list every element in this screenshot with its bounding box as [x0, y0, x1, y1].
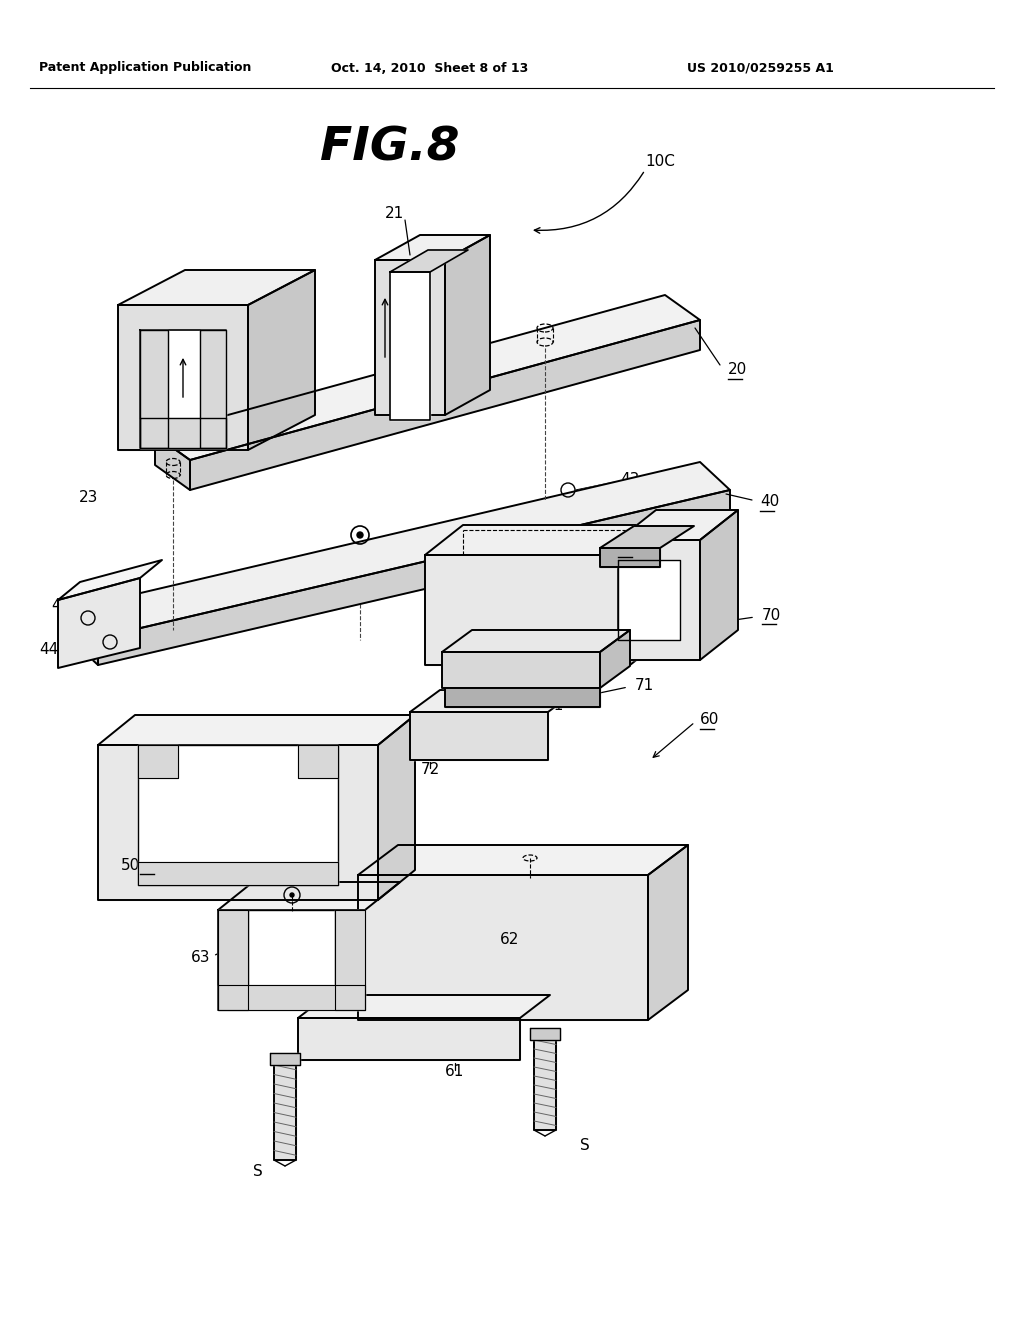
Polygon shape: [358, 845, 688, 875]
Text: 23: 23: [600, 363, 620, 378]
Text: Patent Application Publication: Patent Application Publication: [39, 62, 251, 74]
Polygon shape: [648, 845, 688, 1020]
Text: 10C: 10C: [645, 154, 675, 169]
Polygon shape: [68, 462, 730, 638]
Polygon shape: [298, 1018, 520, 1060]
Text: S: S: [580, 1138, 590, 1152]
Polygon shape: [298, 995, 550, 1018]
Polygon shape: [98, 715, 415, 744]
Text: 61: 61: [445, 1064, 465, 1080]
Polygon shape: [68, 610, 98, 665]
Text: 23: 23: [79, 491, 98, 506]
Polygon shape: [375, 260, 445, 414]
Polygon shape: [138, 744, 178, 777]
Polygon shape: [335, 909, 365, 1010]
Text: 40: 40: [760, 495, 779, 510]
Text: 73: 73: [672, 531, 691, 545]
Text: 50: 50: [121, 858, 140, 873]
Text: 21: 21: [385, 206, 404, 220]
Polygon shape: [618, 540, 700, 660]
Polygon shape: [390, 249, 468, 272]
Polygon shape: [600, 630, 630, 688]
Polygon shape: [155, 436, 190, 490]
Text: 72: 72: [421, 763, 439, 777]
Polygon shape: [58, 578, 140, 668]
Polygon shape: [445, 688, 600, 708]
Polygon shape: [98, 490, 730, 665]
Text: 71: 71: [635, 677, 654, 693]
Text: S: S: [253, 1164, 263, 1180]
Polygon shape: [410, 711, 548, 760]
Polygon shape: [274, 1065, 296, 1160]
Polygon shape: [218, 985, 365, 1010]
Polygon shape: [269, 1053, 300, 1065]
Text: 62: 62: [501, 932, 520, 948]
Polygon shape: [442, 630, 630, 652]
Polygon shape: [140, 330, 226, 447]
Polygon shape: [218, 909, 248, 1010]
Text: 43: 43: [620, 473, 639, 487]
Polygon shape: [375, 235, 490, 260]
Polygon shape: [140, 330, 168, 447]
Circle shape: [357, 532, 362, 539]
Polygon shape: [700, 510, 738, 660]
Polygon shape: [58, 560, 162, 601]
Polygon shape: [155, 294, 700, 459]
Polygon shape: [390, 272, 430, 420]
Polygon shape: [298, 744, 338, 777]
Polygon shape: [529, 1028, 560, 1040]
Text: 31: 31: [545, 697, 564, 713]
Polygon shape: [425, 554, 630, 665]
Polygon shape: [618, 560, 680, 640]
Polygon shape: [378, 715, 415, 900]
Polygon shape: [190, 319, 700, 490]
Polygon shape: [630, 525, 668, 665]
Polygon shape: [218, 909, 365, 1010]
Polygon shape: [98, 744, 378, 900]
Polygon shape: [600, 525, 694, 548]
Polygon shape: [138, 744, 338, 884]
Text: 60: 60: [700, 713, 720, 727]
Text: FIG.8: FIG.8: [321, 125, 460, 170]
Polygon shape: [445, 235, 490, 414]
Polygon shape: [534, 1040, 556, 1130]
Polygon shape: [118, 305, 248, 450]
Text: 44: 44: [39, 643, 58, 657]
Text: Oct. 14, 2010  Sheet 8 of 13: Oct. 14, 2010 Sheet 8 of 13: [332, 62, 528, 74]
Text: 42: 42: [51, 598, 70, 612]
Text: 30: 30: [618, 540, 637, 556]
Polygon shape: [118, 271, 315, 305]
Polygon shape: [218, 882, 400, 909]
Polygon shape: [138, 862, 338, 884]
Polygon shape: [425, 525, 668, 554]
Text: 63: 63: [190, 950, 210, 965]
Text: 41: 41: [430, 545, 450, 561]
Text: 70: 70: [762, 607, 781, 623]
Polygon shape: [442, 652, 600, 688]
Polygon shape: [618, 510, 738, 540]
Text: 20: 20: [728, 363, 748, 378]
Polygon shape: [248, 909, 335, 1001]
Text: 32: 32: [371, 581, 390, 595]
Polygon shape: [600, 548, 660, 568]
Text: US 2010/0259255 A1: US 2010/0259255 A1: [686, 62, 834, 74]
Circle shape: [290, 894, 294, 898]
Polygon shape: [248, 271, 315, 450]
Polygon shape: [410, 690, 578, 711]
Polygon shape: [140, 418, 226, 447]
Polygon shape: [358, 875, 648, 1020]
Polygon shape: [200, 330, 226, 447]
